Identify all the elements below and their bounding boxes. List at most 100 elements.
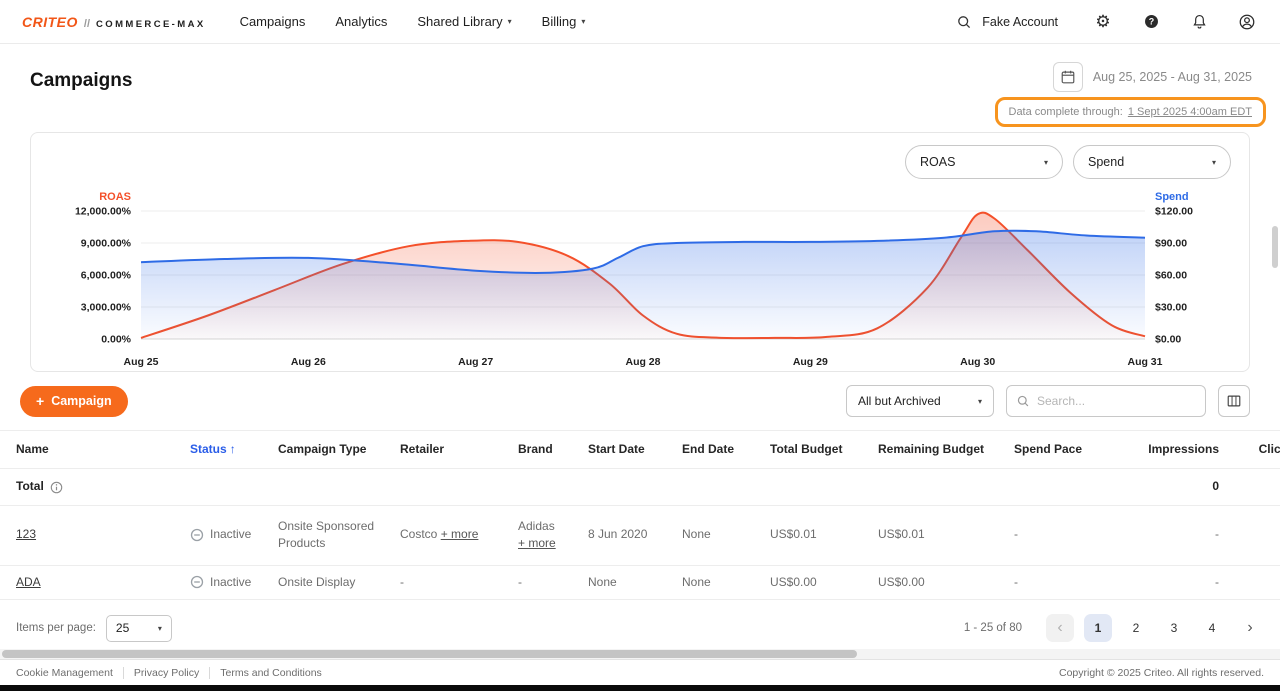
pagination-bar: Items per page: 25 ▾ 1 - 25 of 80 ‹ 1 2 …	[0, 607, 1280, 649]
search-icon	[953, 11, 975, 33]
page-button-3[interactable]: 3	[1170, 621, 1178, 635]
vertical-scrollbar-thumb[interactable]	[1272, 226, 1278, 268]
top-nav: CRITEO // COMMERCE-MAX Campaigns Analyti…	[0, 0, 1280, 44]
start-date-cell: None	[588, 574, 617, 589]
brand-more-link[interactable]: + more	[518, 536, 556, 551]
performance-chart: 12,000.00% $120.00 9,000.00% $90.00 6,000.00…	[75, 191, 1193, 368]
clicks-cell: -	[1235, 514, 1280, 555]
nav-campaigns-label: Campaigns	[239, 14, 306, 29]
column-header-brand[interactable]: Brand	[518, 442, 553, 456]
page-button-4[interactable]: 4	[1208, 621, 1216, 635]
svg-text:3,000.00%: 3,000.00%	[81, 302, 132, 314]
status-label: Inactive	[210, 527, 252, 542]
items-per-page-select[interactable]: 25 ▾	[105, 614, 172, 642]
svg-text:$0.00: $0.00	[1155, 334, 1181, 346]
footer-links: Cookie Management Privacy Policy Terms a…	[16, 666, 332, 679]
data-complete-highlight-annotation: Data complete through: 1 Sept 2025 4:00a…	[994, 97, 1266, 127]
column-header-spend-pace[interactable]: Spend Pace	[1014, 442, 1083, 456]
column-header-total-budget[interactable]: Total Budget	[770, 442, 843, 456]
column-header-retailer[interactable]: Retailer	[400, 442, 445, 456]
total-clicks: 0	[1235, 469, 1280, 504]
impressions-cell: -	[1215, 574, 1219, 589]
toolbar-right: All but Archived ▾	[846, 385, 1250, 417]
footer-link-cookie-management[interactable]: Cookie Management	[16, 666, 124, 679]
campaign-name-link[interactable]: 123	[16, 527, 37, 542]
help-button[interactable]: ?	[1140, 11, 1162, 33]
campaign-type-cell: Onsite Sponsored Products	[278, 518, 375, 551]
inactive-status-icon	[190, 575, 204, 589]
info-icon[interactable]	[50, 481, 63, 494]
brand-cell: -	[518, 574, 522, 589]
chevron-down-icon: ▾	[977, 396, 982, 406]
nav-analytics-label: Analytics	[335, 14, 388, 29]
column-header-remaining-budget[interactable]: Remaining Budget	[878, 442, 985, 456]
user-icon	[1238, 13, 1256, 31]
status-filter-select[interactable]: All but Archived ▾	[846, 385, 994, 417]
account-switcher[interactable]: Fake Account	[953, 11, 1058, 33]
logo-criteo-text: CRITEO	[22, 13, 78, 30]
campaign-name-link[interactable]: ADA	[16, 574, 41, 589]
chart-metric-right-select[interactable]: Spend ▾	[1073, 145, 1231, 179]
column-header-status[interactable]: Status ↑	[190, 431, 278, 468]
prev-page-button[interactable]: ‹	[1046, 614, 1074, 642]
column-settings-button[interactable]	[1218, 385, 1250, 417]
page-button-1[interactable]: 1	[1084, 614, 1112, 642]
chart-metric-left-select[interactable]: ROAS ▾	[905, 145, 1063, 179]
chevron-down-icon: ▾	[507, 17, 512, 26]
search-icon	[1016, 394, 1030, 408]
nav-item-shared-library[interactable]: Shared Library ▾	[417, 14, 511, 29]
campaign-type-cell: Onsite Sponsored	[278, 600, 400, 607]
nav-item-analytics[interactable]: Analytics	[335, 14, 387, 29]
svg-text:$120.00: $120.00	[1155, 206, 1193, 218]
column-header-impressions[interactable]: Impressions	[1148, 442, 1219, 456]
chevron-down-icon: ▾	[1043, 157, 1048, 167]
profile-button[interactable]	[1236, 11, 1258, 33]
columns-icon	[1226, 393, 1242, 409]
page-button-2[interactable]: 2	[1132, 621, 1140, 635]
campaigns-table: Name Status ↑ Campaign Type Retailer Bra…	[0, 430, 1280, 607]
column-header-campaign-type[interactable]: Campaign Type	[278, 442, 367, 456]
svg-text:Aug 28: Aug 28	[625, 356, 660, 368]
retailer-more-link[interactable]: + more	[440, 527, 479, 542]
svg-text:Spend: Spend	[1155, 191, 1189, 203]
date-picker-button[interactable]	[1052, 62, 1083, 92]
end-date-cell: None	[682, 527, 711, 542]
svg-text:6,000.00%: 6,000.00%	[81, 270, 132, 282]
footer-link-terms[interactable]: Terms and Conditions	[220, 666, 322, 679]
logo-commerce-max-text: COMMERCE-MAX	[96, 18, 206, 30]
search-input[interactable]	[1037, 394, 1196, 408]
next-page-button[interactable]: ›	[1247, 619, 1253, 636]
horizontal-scrollbar-thumb[interactable]	[2, 650, 857, 658]
clicks-cell: -	[1235, 566, 1280, 599]
status-header-label: Status	[190, 442, 227, 456]
site-footer: Cookie Management Privacy Policy Terms a…	[0, 659, 1280, 685]
column-header-name[interactable]: Name	[16, 442, 49, 456]
footer-link-privacy-policy[interactable]: Privacy Policy	[124, 666, 211, 679]
retailer-name: Costco	[400, 527, 438, 542]
retailer-cell: -	[400, 574, 404, 589]
spend-pace-cell: -	[1014, 574, 1018, 589]
column-header-clicks[interactable]: Clicks	[1258, 442, 1280, 456]
add-campaign-button[interactable]: + Campaign	[20, 385, 128, 417]
settings-button[interactable]: ⚙	[1092, 11, 1114, 33]
horizontal-scrollbar-track	[0, 649, 1280, 659]
inactive-status-icon	[190, 528, 204, 542]
nav-item-campaigns[interactable]: Campaigns	[240, 14, 306, 29]
table-row-partial[interactable]: Onsite Sponsored	[0, 600, 1280, 607]
criteo-logo[interactable]: CRITEO // COMMERCE-MAX	[22, 14, 206, 30]
performance-chart-card: ROAS ▾ Spend ▾ 12,000.00% $120.00 9,000.00…	[30, 132, 1250, 372]
total-impressions: 0	[1212, 479, 1219, 494]
end-date-cell: None	[682, 574, 711, 589]
notifications-button[interactable]	[1188, 11, 1210, 33]
column-header-start-date[interactable]: Start Date	[588, 442, 645, 456]
chart-metric-controls: ROAS ▾ Spend ▾	[49, 145, 1231, 179]
table-row[interactable]: 123 Inactive Onsite Sponsored Products C…	[0, 506, 1280, 566]
column-header-end-date[interactable]: End Date	[682, 442, 735, 456]
svg-text:Aug 27: Aug 27	[458, 356, 493, 368]
status-cell: Inactive	[190, 566, 278, 599]
data-complete-link[interactable]: 1 Sept 2025 4:00am EDT	[1127, 106, 1252, 118]
table-row[interactable]: ADA Inactive Onsite Display - - None Non…	[0, 566, 1280, 600]
date-range-row: Aug 25, 2025 - Aug 31, 2025	[1052, 62, 1252, 92]
nav-item-billing[interactable]: Billing ▾	[542, 14, 586, 29]
impressions-cell: -	[1215, 527, 1219, 542]
